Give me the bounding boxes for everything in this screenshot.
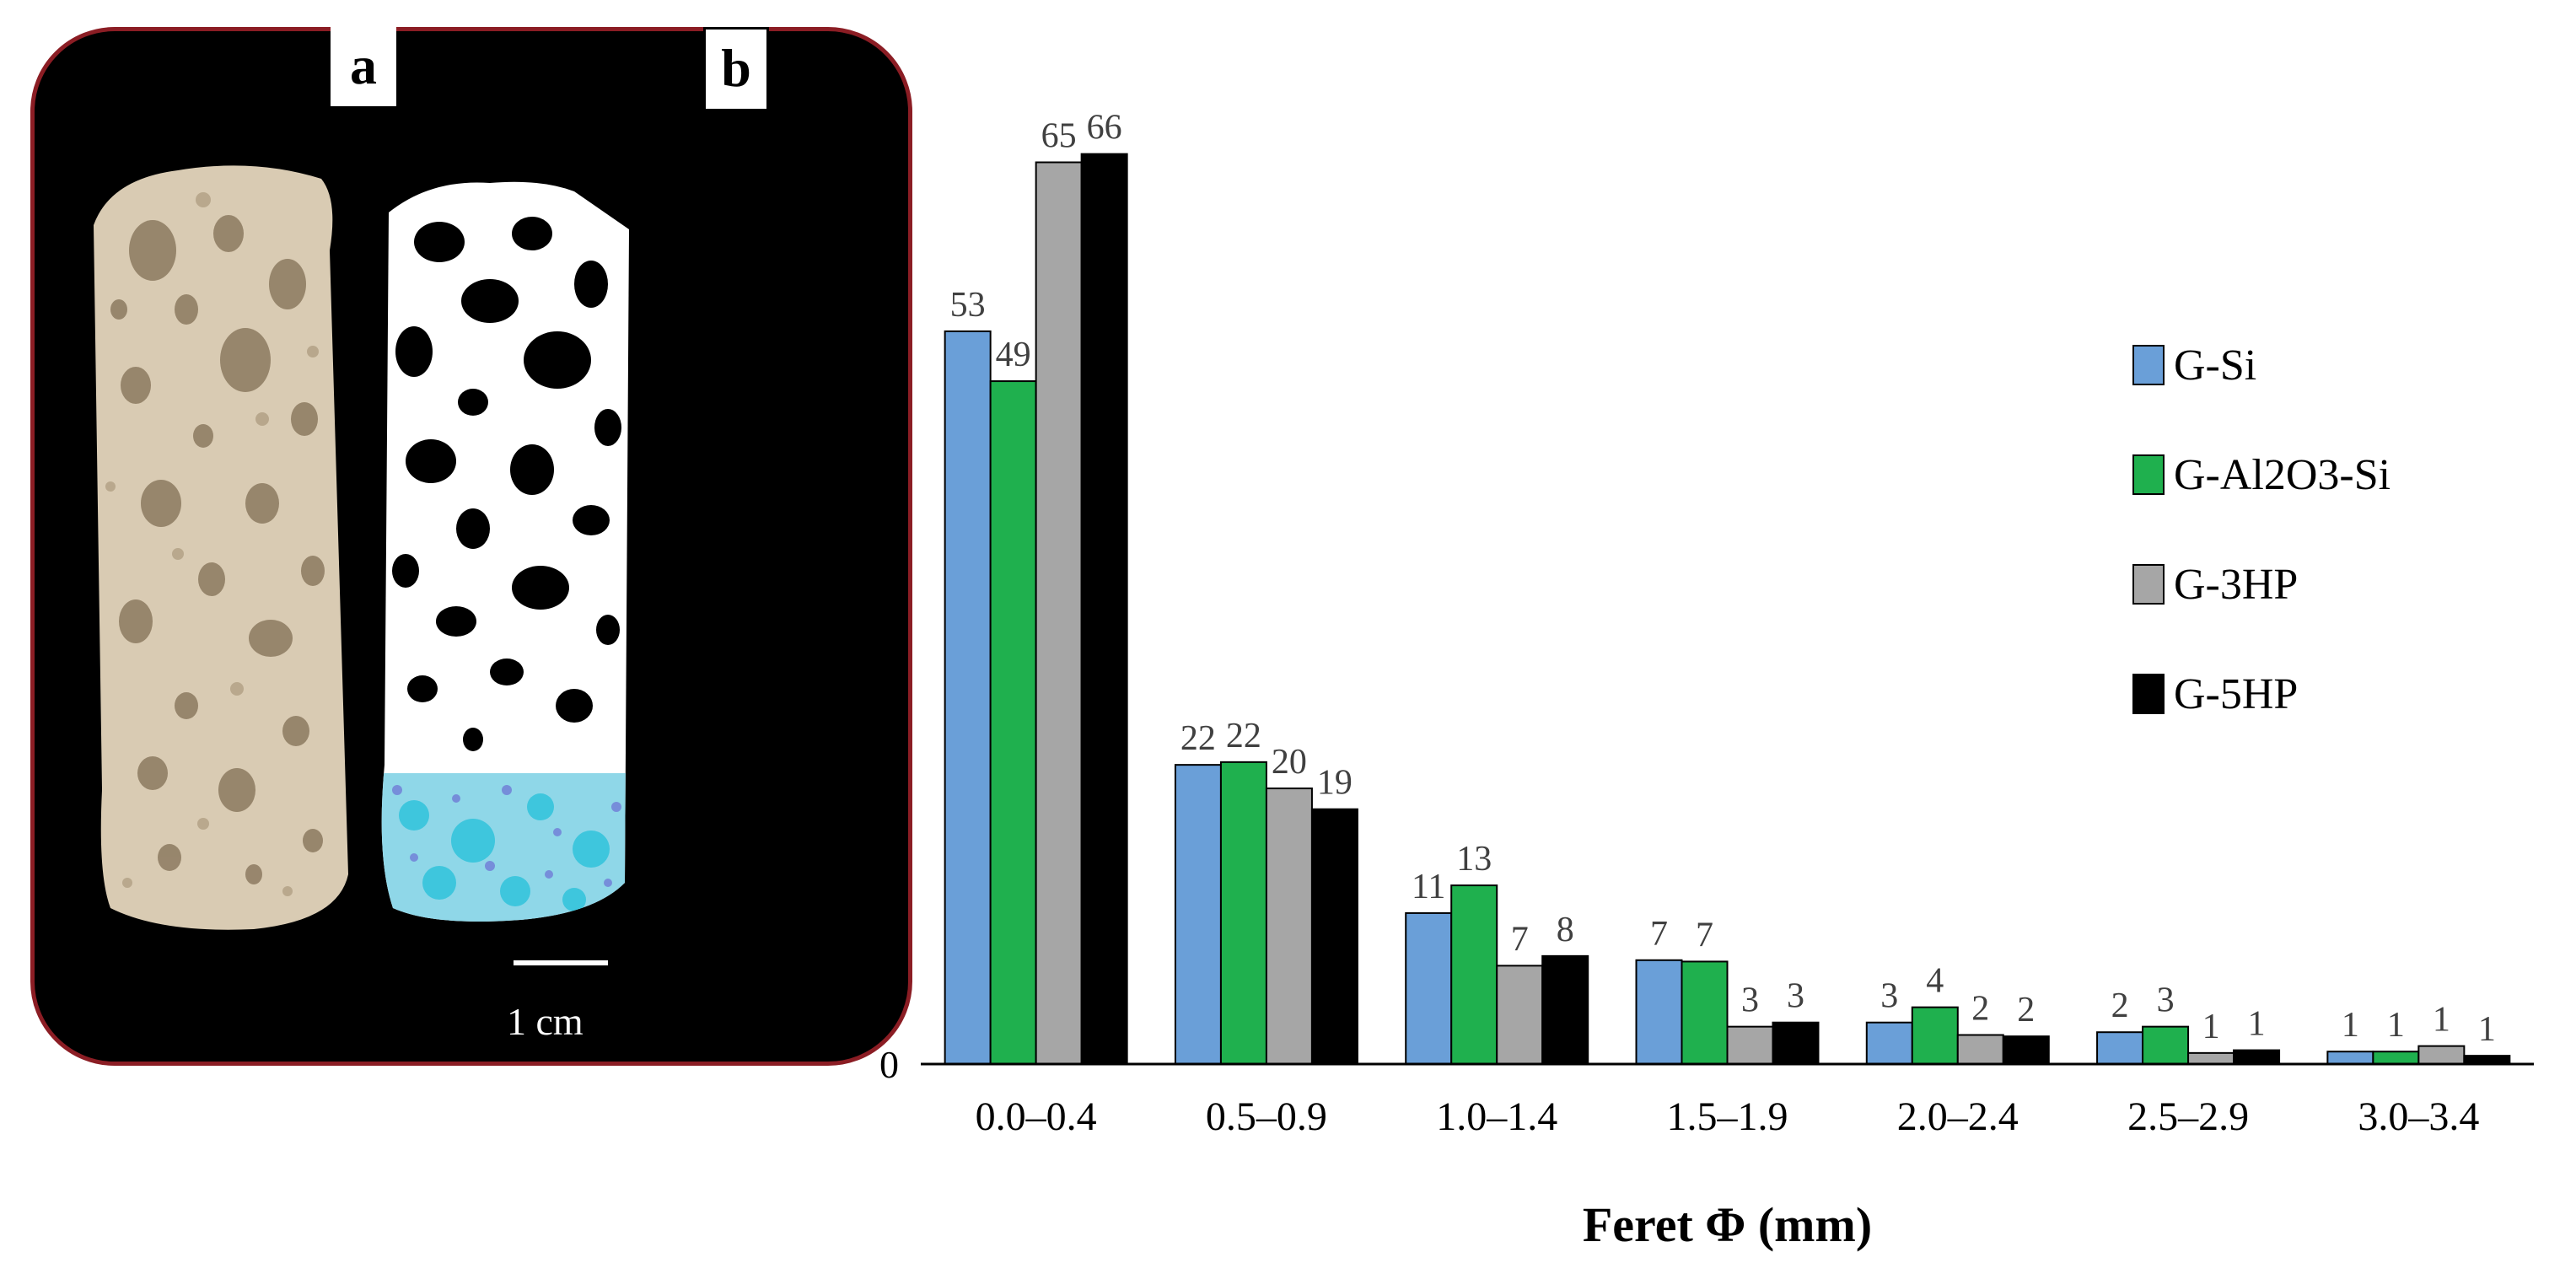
bar-value-label: 7 xyxy=(1696,916,1713,954)
segmented-pore-map xyxy=(381,181,629,922)
bar xyxy=(1681,960,1729,1066)
bar-value-label: 2 xyxy=(1971,990,1989,1029)
y-tick-label: 60 xyxy=(860,212,899,255)
legend-swatch xyxy=(2132,674,2165,714)
bar-series xyxy=(944,153,2511,1066)
bar xyxy=(2326,1051,2374,1065)
x-tick-label: 1.0–1.4 xyxy=(1436,1094,1557,1139)
legend-label: G-3HP xyxy=(2174,561,2298,609)
bar-value-label: 4 xyxy=(1926,962,1944,1001)
bar-value-label: 7 xyxy=(1650,915,1668,954)
x-axis: 0.0–0.4 0.5–0.9 1.0–1.4 1.5–1.9 2.0–2.4 2.5–2… xyxy=(976,1094,2480,1139)
legend-label: G-Si xyxy=(2174,341,2256,390)
bar xyxy=(1080,153,1128,1066)
bar xyxy=(2233,1049,2281,1065)
bar-value-label: 1 xyxy=(2248,1005,2266,1044)
scale-bar-label: 1 cm xyxy=(507,1000,583,1043)
bar xyxy=(1726,1025,1774,1065)
x-tick-label: 2.0–2.4 xyxy=(1897,1094,2019,1139)
bar xyxy=(1956,1034,2004,1065)
bar xyxy=(2142,1025,2190,1065)
legend-label: G-Al2O3-Si xyxy=(2174,451,2390,499)
y-axis-title: Frequency (%) xyxy=(719,422,774,737)
y-tick-label: 0 xyxy=(879,1043,899,1086)
bar-value-label: 1 xyxy=(2387,1006,2405,1045)
bar xyxy=(1865,1021,1913,1065)
bar xyxy=(1310,808,1358,1065)
bar-value-label: 1 xyxy=(2433,1001,2450,1040)
bar xyxy=(944,330,992,1065)
panel-a-label: a xyxy=(331,27,396,106)
bar-value-label: 8 xyxy=(1557,911,1574,949)
y-tick-label: 70 xyxy=(860,73,899,116)
x-axis-title: Feret Φ (mm) xyxy=(1583,1197,1872,1252)
x-tick-label: 0.0–0.4 xyxy=(976,1094,1097,1139)
bar-value-label: 3 xyxy=(1880,977,1898,1016)
panel-a-image: 1 cm xyxy=(30,27,912,1066)
bar xyxy=(1405,911,1453,1066)
bar-value-label: 49 xyxy=(996,336,1031,374)
y-tick-label: 40 xyxy=(860,489,899,532)
legend: G-Si G-Al2O3-Si G-3HP G-5HP xyxy=(2132,341,2390,718)
foam-sample-illustration xyxy=(94,165,629,965)
bar xyxy=(1450,884,1498,1065)
x-tick-label: 2.5–2.9 xyxy=(2127,1094,2249,1139)
x-tick-label: 1.5–1.9 xyxy=(1667,1094,1788,1139)
bar-value-label: 7 xyxy=(1511,920,1529,959)
bar xyxy=(1541,954,1589,1066)
bar-value-label: 1 xyxy=(2478,1010,2496,1049)
bar-value-label: 53 xyxy=(950,286,986,325)
bar-value-label: 3 xyxy=(1787,977,1804,1016)
bar-value-label: 2 xyxy=(2017,991,2035,1029)
bar-value-label: 66 xyxy=(1087,109,1122,148)
bar xyxy=(2002,1035,2050,1065)
bar xyxy=(1496,965,1544,1066)
panel-b-label: b xyxy=(703,27,769,111)
bar-value-label: 3 xyxy=(1741,981,1759,1020)
y-tick-label: 10 xyxy=(860,905,899,948)
bar-value-label: 2 xyxy=(2111,986,2129,1025)
bar xyxy=(2417,1045,2466,1065)
bar xyxy=(1219,761,1267,1065)
bar-value-label: 20 xyxy=(1272,743,1307,782)
bar-value-label: 19 xyxy=(1317,764,1353,803)
bar xyxy=(989,380,1037,1066)
legend-swatch xyxy=(2132,454,2165,495)
x-tick-label: 0.5–0.9 xyxy=(1206,1094,1327,1139)
bar-value-label: 65 xyxy=(1041,117,1077,156)
bar-value-label: 22 xyxy=(1226,717,1261,755)
bar-value-label: 1 xyxy=(2342,1006,2359,1045)
bar xyxy=(1772,1021,1820,1065)
bar xyxy=(2187,1051,2235,1066)
bar-value-label: 11 xyxy=(1412,868,1445,906)
bar xyxy=(1174,764,1222,1066)
bar-value-label: 1 xyxy=(2202,1008,2220,1046)
legend-label: G-5HP xyxy=(2174,670,2298,718)
legend-swatch xyxy=(2132,345,2165,385)
y-axis: 0 10 20 30 40 50 60 70 xyxy=(860,73,899,1086)
x-tick-label: 3.0–3.4 xyxy=(2358,1094,2479,1139)
bar xyxy=(1265,788,1313,1065)
bar xyxy=(2372,1051,2420,1065)
bar xyxy=(1911,1006,1959,1065)
bar xyxy=(2096,1031,2144,1065)
bar-value-label: 3 xyxy=(2157,981,2175,1020)
y-tick-label: 30 xyxy=(860,627,899,670)
y-tick-label: 50 xyxy=(860,351,899,394)
y-tick-label: 20 xyxy=(860,766,899,809)
foam-photo xyxy=(94,165,348,930)
legend-swatch xyxy=(2132,564,2165,605)
bar-value-label: 13 xyxy=(1456,840,1492,879)
bar-value-label: 22 xyxy=(1180,719,1216,758)
bar xyxy=(1035,161,1083,1065)
bar xyxy=(1635,959,1683,1066)
